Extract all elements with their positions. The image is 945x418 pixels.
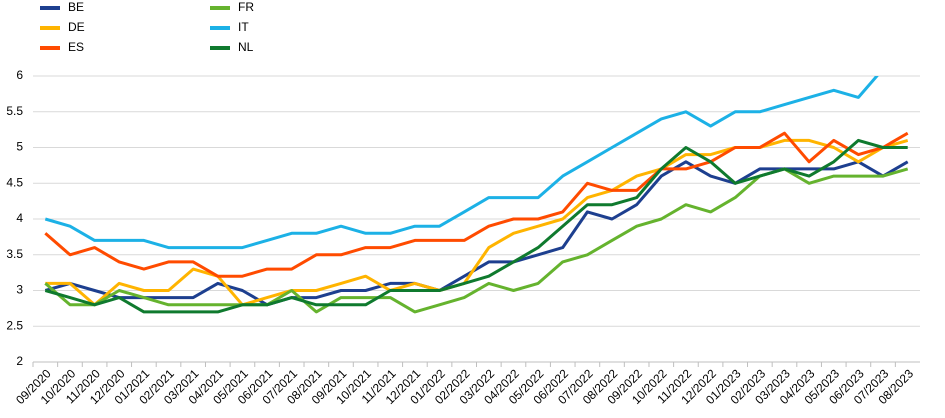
legend-label: IT xyxy=(238,20,249,34)
y-tick-label: 5 xyxy=(16,140,23,154)
y-tick-label: 2.5 xyxy=(6,318,23,332)
legend-label: ES xyxy=(68,40,84,54)
series-line xyxy=(44,76,879,250)
y-tick-label: 2 xyxy=(16,354,23,368)
series-line xyxy=(44,160,909,307)
y-tick-label: 4 xyxy=(16,211,23,225)
plot-area xyxy=(44,76,909,314)
legend-label: FR xyxy=(238,0,254,14)
y-tick-label: 4.5 xyxy=(6,175,23,189)
y-tick-label: 5.5 xyxy=(6,104,23,118)
legend-label: BE xyxy=(68,0,84,14)
y-tick-label: 6 xyxy=(16,68,23,82)
legend-label: DE xyxy=(68,20,85,34)
series-line xyxy=(44,131,909,278)
legend-label: NL xyxy=(238,40,254,54)
y-tick-label: 3.5 xyxy=(6,247,23,261)
series-line xyxy=(44,138,908,314)
y-tick-label: 3 xyxy=(16,283,23,297)
